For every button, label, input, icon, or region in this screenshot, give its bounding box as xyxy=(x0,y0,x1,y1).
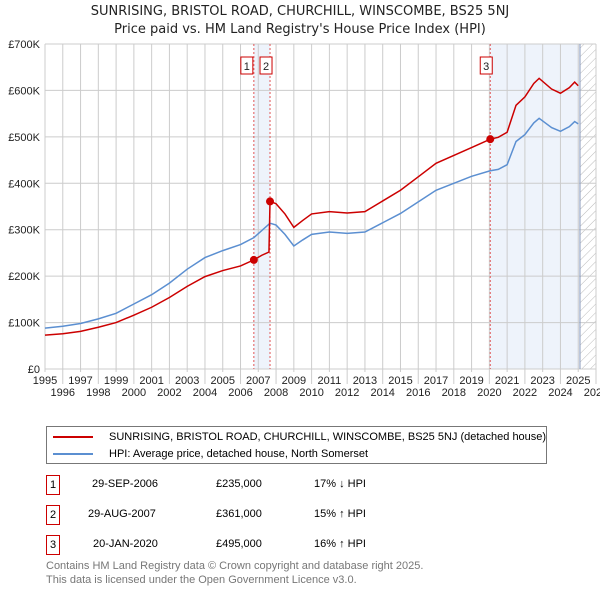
sale-band xyxy=(253,44,271,369)
x-tick-label: 1998 xyxy=(86,387,110,399)
x-tick-label: 2014 xyxy=(370,387,394,399)
legend-item-property: SUNRISING, BRISTOL ROAD, CHURCHILL, WINS… xyxy=(53,430,546,444)
series-line xyxy=(44,77,579,336)
x-tick-label: 2008 xyxy=(264,387,288,399)
x-tick-label: 2010 xyxy=(299,387,323,399)
x-tick-label: 2013 xyxy=(353,375,377,387)
sale-row: 1 29-SEP-2006 £235,000 17% ↓ HPI xyxy=(46,475,566,495)
x-tick-label: 2019 xyxy=(459,375,483,387)
x-tick-label: 2006 xyxy=(228,387,252,399)
footer-licence: This data is licensed under the Open Gov… xyxy=(46,574,357,586)
sale-date: 20-JAN-2020 xyxy=(93,538,158,550)
y-tick-label: £0 xyxy=(28,364,40,376)
sale-badge-label: 2 xyxy=(263,61,269,73)
sale-point xyxy=(249,255,258,264)
sale-point xyxy=(486,135,495,144)
x-tick-label: 2016 xyxy=(406,387,430,399)
x-tick-label: 2015 xyxy=(388,375,412,387)
legend-blue-line xyxy=(53,453,93,455)
sale-hpi-diff: 16% ↑ HPI xyxy=(314,538,366,550)
y-tick-label: £600K xyxy=(8,85,40,97)
x-tick-label: 2002 xyxy=(157,387,181,399)
legend-label-hpi: HPI: Average price, detached house, Nort… xyxy=(109,448,369,460)
x-tick-label: 2005 xyxy=(210,375,234,387)
sale-row: 2 29-AUG-2007 £361,000 15% ↑ HPI xyxy=(46,505,566,525)
x-tick-label: 1997 xyxy=(68,375,92,387)
forecast-hatch xyxy=(580,44,596,369)
x-tick-label: 2022 xyxy=(513,387,537,399)
sale-badge: 1 xyxy=(46,475,60,495)
chart-subtitle: Price paid vs. HM Land Registry's House … xyxy=(114,22,486,37)
x-tick-label: 2023 xyxy=(530,375,554,387)
y-tick-label: £700K xyxy=(8,39,40,51)
x-tick-label: 2017 xyxy=(424,375,448,387)
x-tick-label: 1996 xyxy=(51,387,75,399)
x-tick-label: 2001 xyxy=(139,375,163,387)
y-tick-label: £200K xyxy=(8,271,40,283)
x-tick-label: 2021 xyxy=(495,375,519,387)
x-tick-label: 2003 xyxy=(175,375,199,387)
sale-badge-box xyxy=(240,56,254,75)
y-tick-label: £400K xyxy=(8,178,40,190)
sale-badge-box xyxy=(479,56,493,75)
y-tick-label: £500K xyxy=(8,132,40,144)
x-tick-label: 2018 xyxy=(442,387,466,399)
price-chart: 1995199619971998199920002001200220032004… xyxy=(8,39,600,399)
y-tick-label: £300K xyxy=(8,225,40,237)
sale-price: £495,000 xyxy=(216,538,262,550)
x-tick-label: 2025 xyxy=(566,375,590,387)
y-tick-label: £100K xyxy=(8,318,40,330)
x-tick-label: 1995 xyxy=(33,375,57,387)
legend-red-line xyxy=(53,436,93,438)
legend-item-hpi: HPI: Average price, detached house, Nort… xyxy=(53,447,368,461)
legend-label-property: SUNRISING, BRISTOL ROAD, CHURCHILL, WINS… xyxy=(109,431,547,443)
x-tick-label: 2009 xyxy=(282,375,306,387)
x-tick-label: 2020 xyxy=(477,387,501,399)
legend: SUNRISING, BRISTOL ROAD, CHURCHILL, WINS… xyxy=(46,426,547,464)
sale-hpi-diff: 15% ↑ HPI xyxy=(314,508,366,520)
sale-hpi-diff: 17% ↓ HPI xyxy=(314,478,366,490)
x-tick-label: 2026 xyxy=(584,387,600,399)
x-tick-label: 1999 xyxy=(104,375,128,387)
sale-row: 3 20-JAN-2020 £495,000 16% ↑ HPI xyxy=(46,535,566,555)
series-line xyxy=(44,117,579,329)
sale-point xyxy=(266,197,275,206)
x-tick-label: 2000 xyxy=(122,387,146,399)
chart-title: SUNRISING, BRISTOL ROAD, CHURCHILL, WINS… xyxy=(90,4,510,19)
x-tick-label: 2024 xyxy=(548,387,572,399)
sale-band xyxy=(490,44,581,369)
sale-badge: 2 xyxy=(46,505,60,525)
footer-copyright: Contains HM Land Registry data © Crown c… xyxy=(46,560,424,572)
x-tick-label: 2012 xyxy=(335,387,359,399)
sale-price: £235,000 xyxy=(216,478,262,490)
sale-badge: 3 xyxy=(46,535,60,555)
sale-date: 29-SEP-2006 xyxy=(92,478,159,490)
sale-badge-label: 1 xyxy=(244,61,250,73)
x-tick-label: 2004 xyxy=(193,387,217,399)
sale-date: 29-AUG-2007 xyxy=(88,508,156,520)
x-tick-label: 2011 xyxy=(318,375,342,387)
sale-price: £361,000 xyxy=(216,508,262,520)
sale-badge-box xyxy=(259,56,273,75)
sale-badge-label: 3 xyxy=(483,61,489,73)
x-tick-label: 2007 xyxy=(246,375,270,387)
